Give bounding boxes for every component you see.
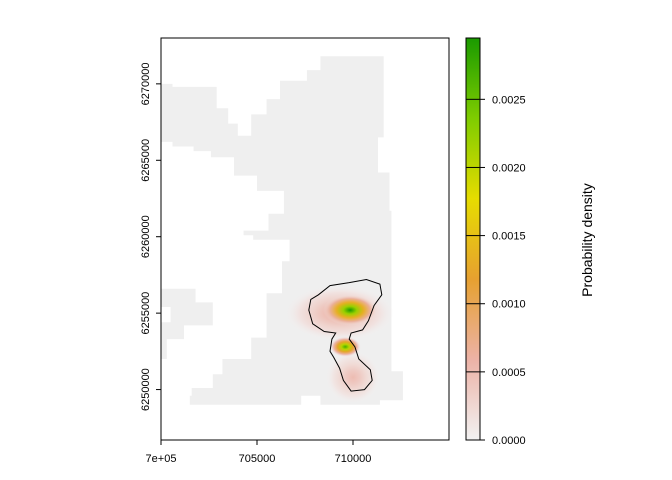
y-tick-label: 6270000 [140,62,152,105]
x-tick-label: 705000 [239,453,276,465]
density-hotspots [285,285,394,404]
plot-frame [160,37,450,441]
y-tick-label: 6265000 [140,139,152,182]
colorbar-tick-label: 0.0005 [492,367,526,379]
y-tick-label: 6260000 [140,215,152,258]
y-tick-label: 6255000 [140,292,152,335]
hotspot-1 [323,294,377,326]
colorbar-tick-label: 0.0025 [492,94,526,106]
hotspot-4 [326,351,380,404]
x-tick-label: 7e+05 [146,453,177,465]
x-axis: 7e+05 705000 710000 [146,440,372,465]
colorbar-ramp [465,37,481,441]
colorbar-ticks: 0.0000 0.0005 0.0010 0.0015 0.0020 0.0025 [466,94,526,447]
legend-title: Probability density [579,183,595,297]
contour-line [308,278,383,392]
hotspot-2 [329,336,361,357]
colorbar-tick-label: 0.0015 [492,231,526,243]
study-area [161,56,403,405]
y-tick-label: 6250000 [140,368,152,411]
colorbar-tick-label: 0.0020 [492,162,526,174]
density-raster [161,56,403,405]
x-tick-label: 710000 [335,453,372,465]
colorbar: 0.0000 0.0005 0.0010 0.0015 0.0020 0.0025 [465,37,526,447]
y-axis: 6250000 6255000 6260000 6265000 6270000 [140,62,161,411]
colorbar-tick-label: 0.0000 [492,435,526,447]
density-contour [308,278,383,392]
study-area-main [161,56,403,405]
colorbar-tick-label: 0.0010 [492,299,526,311]
study-area-west-patch [161,288,213,359]
